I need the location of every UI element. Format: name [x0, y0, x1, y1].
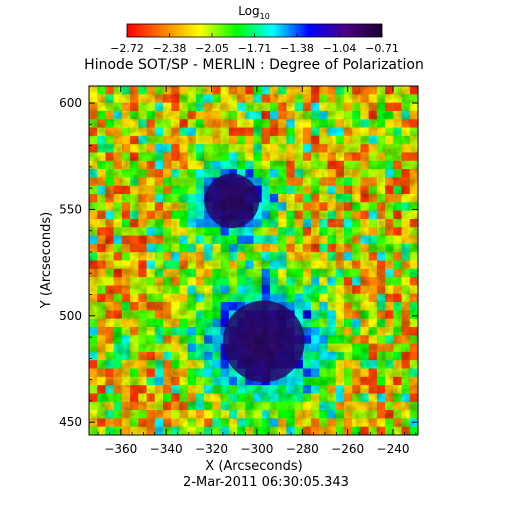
x-tick-label: −260	[331, 442, 364, 456]
y-tick-label: 500	[59, 309, 82, 323]
x-tick-label: −240	[377, 442, 410, 456]
x-tick-label: −280	[286, 442, 319, 456]
colorbar-tick-label: −1.04	[323, 42, 357, 55]
x-tick-label: −360	[104, 442, 137, 456]
x-tick-label: −300	[240, 442, 273, 456]
colorbar-tick-label: −1.38	[280, 42, 314, 55]
x-axis-label: X (Arcseconds)	[205, 459, 302, 474]
plot-frame	[88, 85, 419, 436]
y-tick-label: 450	[59, 415, 82, 429]
timestamp: 2-Mar-2011 06:30:05.343	[183, 475, 349, 490]
y-tick-label: 550	[59, 202, 82, 216]
colorbar-label: Log10	[238, 4, 270, 21]
colorbar-tick-label: −0.71	[365, 42, 399, 55]
x-tick-label: −320	[195, 442, 228, 456]
colorbar-tick-label: −2.72	[110, 42, 144, 55]
colorbar-tick-label: −1.71	[238, 42, 272, 55]
y-tick-label: 600	[59, 96, 82, 110]
plot-area	[89, 86, 418, 435]
heatmap-texture	[89, 86, 418, 435]
y-axis: 450 500 550 600	[59, 96, 418, 429]
x-axis: −360 −340 −320 −300 −280 −260 −240	[97, 86, 417, 456]
heatmap	[89, 86, 418, 435]
chart-title: Hinode SOT/SP - MERLIN : Degree of Polar…	[84, 57, 424, 73]
colorbar-ticks: −2.72 −2.38 −2.05 −1.71 −1.38 −1.04 −0.71	[110, 33, 399, 55]
colorbar-tick-label: −2.38	[153, 42, 187, 55]
y-axis-label: Y (Arcseconds)	[39, 212, 54, 309]
colorbar-tick-label: −2.05	[195, 42, 229, 55]
x-tick-label: −340	[150, 442, 183, 456]
